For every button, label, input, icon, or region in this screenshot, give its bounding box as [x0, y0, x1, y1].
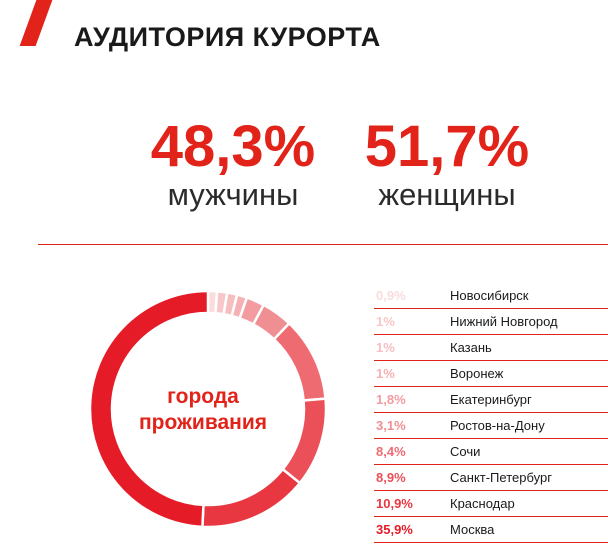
legend-row: 1,8% Екатеринбург: [374, 387, 608, 413]
male-stat: 48,3% мужчины: [143, 118, 323, 212]
male-percent: 48,3%: [150, 114, 316, 179]
legend-value: 3,1%: [376, 418, 406, 433]
legend-city-name: Ростов-на-Дону: [450, 418, 545, 433]
legend-city-name: Екатеринбург: [450, 392, 532, 407]
legend-value: 0,9%: [376, 288, 406, 303]
legend-city-name: Нижний Новгород: [450, 314, 558, 329]
legend-row: 8,4% Сочи: [374, 439, 608, 465]
legend-value: 10,9%: [376, 496, 413, 511]
legend-city-name: Сочи: [450, 444, 481, 459]
cities-legend: 0,9% Новосибирск 1% Нижний Новгород 1% Казань…: [374, 283, 608, 543]
legend-row: 1% Воронеж: [374, 361, 608, 387]
female-stat: 51,7% женщины: [362, 118, 532, 212]
legend-row: 8,9% Санкт-Петербург: [374, 465, 608, 491]
donut-center-label-line1: города: [167, 385, 239, 408]
legend-city-name: Санкт-Петербург: [450, 470, 552, 485]
legend-value: 1%: [376, 366, 395, 381]
cities-donut-chart: города проживания: [88, 289, 328, 529]
page-title: АУДИТОРИЯ КУРОРТА: [74, 22, 381, 52]
legend-value: 8,9%: [376, 470, 406, 485]
legend-city-name: Новосибирск: [450, 288, 529, 303]
title-accent-slash: [19, 0, 53, 46]
legend-city-name: Казань: [450, 340, 492, 355]
legend-row: 1% Казань: [374, 335, 608, 361]
legend-row: 35,9% Москва: [374, 517, 608, 543]
legend-row: 3,1% Ростов-на-Дону: [374, 413, 608, 439]
legend-value: 1%: [376, 314, 395, 329]
legend-row: 1% Нижний Новгород: [374, 309, 608, 335]
donut-slice-9: [201, 467, 302, 529]
female-percent: 51,7%: [364, 114, 530, 179]
legend-city-name: Воронеж: [450, 366, 504, 381]
female-label: женщины: [378, 177, 516, 212]
legend-city-name: Москва: [450, 522, 495, 537]
legend-value: 8,4%: [376, 444, 406, 459]
donut-slice-10: [88, 289, 210, 529]
legend-value: 35,9%: [376, 522, 413, 537]
legend-row: 0,9% Новосибирск: [374, 283, 608, 309]
legend-row: 10,9% Краснодар: [374, 491, 608, 517]
legend-value: 1,8%: [376, 392, 406, 407]
section-divider: [38, 244, 608, 245]
male-label: мужчины: [167, 177, 299, 212]
legend-value: 1%: [376, 340, 395, 355]
donut-center-label-line2: проживания: [139, 411, 267, 434]
donut-slice-8: [280, 397, 328, 485]
legend-city-name: Краснодар: [450, 496, 515, 511]
donut-slice-7: [272, 321, 327, 402]
